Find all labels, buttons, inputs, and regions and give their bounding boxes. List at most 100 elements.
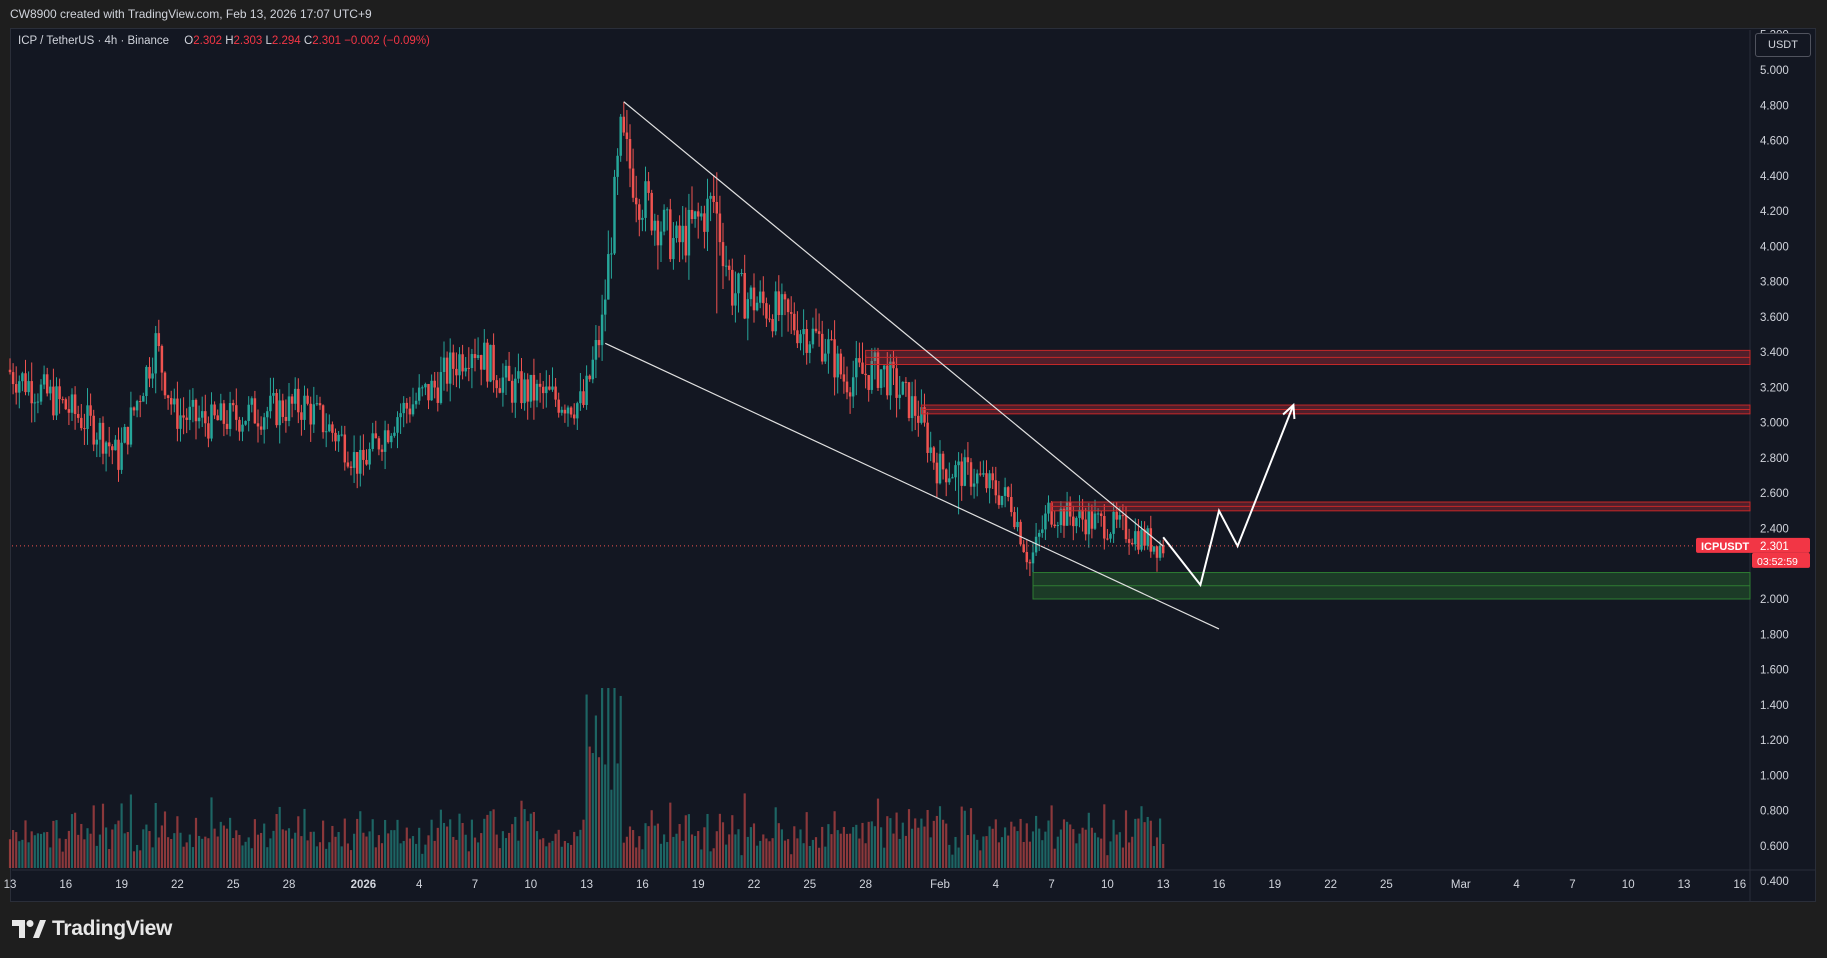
candle-body[interactable] <box>173 398 176 405</box>
candle-body[interactable] <box>746 299 750 319</box>
candle-body[interactable] <box>957 461 960 466</box>
candle-body[interactable] <box>427 383 430 401</box>
currency-selector[interactable]: USDT <box>1755 33 1811 57</box>
candle-body[interactable] <box>14 384 18 393</box>
candle-body[interactable] <box>309 403 312 425</box>
candle-body[interactable] <box>408 408 412 415</box>
candle-body[interactable] <box>706 198 709 232</box>
candle-body[interactable] <box>991 473 994 481</box>
candle-body[interactable] <box>607 254 610 300</box>
candle-body[interactable] <box>343 434 347 463</box>
candle-body[interactable] <box>786 299 790 313</box>
candle-body[interactable] <box>157 333 161 347</box>
candle-body[interactable] <box>207 423 210 439</box>
candle-body[interactable] <box>709 195 712 199</box>
candle-body[interactable] <box>907 382 911 419</box>
candle-body[interactable] <box>349 466 353 468</box>
candle-body[interactable] <box>796 330 799 344</box>
candle-body[interactable] <box>681 225 684 243</box>
candle-body[interactable] <box>399 413 402 418</box>
candle-body[interactable] <box>24 373 27 393</box>
candle-body[interactable] <box>290 396 294 404</box>
candle-body[interactable] <box>176 398 179 429</box>
candle-body[interactable] <box>752 287 756 311</box>
candle-body[interactable] <box>1034 536 1038 553</box>
candle-body[interactable] <box>1155 546 1159 558</box>
candle-body[interactable] <box>548 386 551 390</box>
candle-body[interactable] <box>129 407 133 445</box>
candle-body[interactable] <box>889 361 892 396</box>
candle-body[interactable] <box>114 439 117 451</box>
candle-body[interactable] <box>439 372 443 403</box>
candle-body[interactable] <box>467 367 471 369</box>
candle-body[interactable] <box>111 446 114 451</box>
candle-body[interactable] <box>117 439 120 470</box>
candle-body[interactable] <box>1053 524 1056 527</box>
candle-body[interactable] <box>244 420 247 425</box>
candle-body[interactable] <box>597 340 601 346</box>
candle-body[interactable] <box>820 333 824 362</box>
candle-body[interactable] <box>758 291 762 303</box>
candle-body[interactable] <box>855 358 858 378</box>
candle-body[interactable] <box>833 339 836 378</box>
candle-body[interactable] <box>123 426 126 443</box>
candle-body[interactable] <box>975 473 979 484</box>
candle-body[interactable] <box>898 394 901 398</box>
candle-body[interactable] <box>80 417 83 429</box>
candle-body[interactable] <box>724 265 728 267</box>
candle-body[interactable] <box>216 415 219 421</box>
candle-body[interactable] <box>603 299 607 315</box>
candle-body[interactable] <box>160 346 164 373</box>
candle-body[interactable] <box>11 372 15 385</box>
candle-body[interactable] <box>470 354 474 368</box>
candle-body[interactable] <box>576 403 579 419</box>
candle-body[interactable] <box>486 342 489 382</box>
candle-body[interactable] <box>638 204 641 220</box>
candle-body[interactable] <box>1047 502 1050 514</box>
candle-body[interactable] <box>557 399 560 413</box>
candle-body[interactable] <box>287 396 291 421</box>
candle-body[interactable] <box>560 409 564 413</box>
candle-body[interactable] <box>591 359 595 380</box>
candle-body[interactable] <box>259 426 263 430</box>
candle-body[interactable] <box>1093 513 1097 529</box>
candle-body[interactable] <box>727 265 731 270</box>
candle-body[interactable] <box>1106 538 1109 540</box>
candle-body[interactable] <box>33 402 37 404</box>
candle-body[interactable] <box>188 406 192 420</box>
candle-body[interactable] <box>687 209 691 256</box>
candle-body[interactable] <box>107 442 111 447</box>
candle-body[interactable] <box>293 388 297 404</box>
candle-body[interactable] <box>55 386 58 416</box>
candle-body[interactable] <box>901 381 905 395</box>
candle-body[interactable] <box>135 401 139 411</box>
candle-body[interactable] <box>1112 511 1115 534</box>
candle-body[interactable] <box>588 375 591 380</box>
candle-body[interactable] <box>163 372 167 396</box>
candle-body[interactable] <box>514 378 517 403</box>
candle-body[interactable] <box>1003 487 1007 496</box>
candle-body[interactable] <box>861 362 864 374</box>
candle-body[interactable] <box>476 355 480 358</box>
candle-body[interactable] <box>535 383 539 401</box>
candle-body[interactable] <box>452 352 455 369</box>
candle-body[interactable] <box>780 294 784 316</box>
candle-body[interactable] <box>827 339 830 354</box>
candle-body[interactable] <box>920 407 923 423</box>
candle-body[interactable] <box>532 374 536 401</box>
candle-body[interactable] <box>762 291 765 304</box>
candle-body[interactable] <box>222 403 226 424</box>
candle-body[interactable] <box>8 369 12 373</box>
candle-body[interactable] <box>262 417 266 430</box>
candle-body[interactable] <box>851 377 855 397</box>
candle-body[interactable] <box>1031 552 1035 564</box>
candle-body[interactable] <box>461 354 464 372</box>
candle-body[interactable] <box>672 237 675 260</box>
candle-body[interactable] <box>526 379 529 402</box>
candle-body[interactable] <box>836 353 839 378</box>
candle-body[interactable] <box>622 116 626 133</box>
candle-body[interactable] <box>448 352 452 384</box>
candle-body[interactable] <box>879 369 883 388</box>
candle-body[interactable] <box>1084 519 1087 535</box>
candle-body[interactable] <box>185 417 188 420</box>
